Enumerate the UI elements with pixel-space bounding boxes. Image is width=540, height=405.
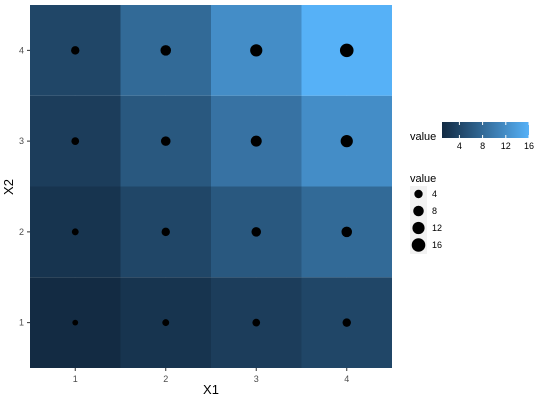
size-point [342, 318, 351, 327]
size-point [160, 45, 172, 56]
size-legend-point [411, 238, 426, 252]
size-point [161, 227, 170, 237]
size-point [251, 227, 262, 237]
size-legend-point [413, 205, 424, 217]
x-tick-label: 4 [344, 374, 349, 384]
legends: value value 4 8 12 16 4 8 12 16 [410, 122, 534, 254]
x-tick-label: 1 [73, 374, 78, 384]
x-tick-label: 2 [163, 374, 168, 384]
size-points [71, 43, 354, 327]
size-point [252, 318, 261, 327]
fill-legend-title: value [410, 131, 436, 143]
colorbar-tick-label: 8 [480, 141, 485, 151]
x-axis-title: X1 [203, 382, 219, 397]
size-legend-label: 8 [432, 206, 437, 216]
size-legend-point [414, 189, 423, 199]
colorbar-tick-label: 4 [457, 141, 462, 151]
heatmap-tiles [30, 5, 392, 368]
size-point [340, 135, 353, 148]
size-legend-label: 4 [432, 189, 437, 199]
size-legend-point [412, 221, 425, 235]
colorbar-tick-label: 12 [501, 141, 511, 151]
y-tick-label: 1 [19, 318, 24, 328]
size-point [71, 46, 80, 55]
fill-colorbar [442, 122, 529, 138]
x-tick-label: 3 [254, 374, 259, 384]
colorbar-tick-label: 16 [524, 141, 534, 151]
size-legend-title: value [410, 173, 436, 185]
y-tick-label: 4 [19, 45, 24, 55]
axes: 1 2 3 4 1 2 3 4 [19, 45, 349, 384]
size-point [162, 319, 170, 327]
y-tick-label: 3 [19, 136, 24, 146]
size-point [160, 136, 171, 146]
size-point [71, 228, 79, 236]
size-point [250, 44, 263, 57]
size-point [339, 43, 354, 58]
size-legend-label: 12 [432, 223, 442, 233]
size-legend-label: 16 [432, 240, 442, 250]
size-point [71, 137, 80, 145]
y-axis-title: X2 [1, 179, 16, 195]
size-point [250, 135, 262, 147]
size-point [72, 319, 79, 326]
y-tick-label: 2 [19, 227, 24, 237]
size-point [341, 226, 353, 238]
